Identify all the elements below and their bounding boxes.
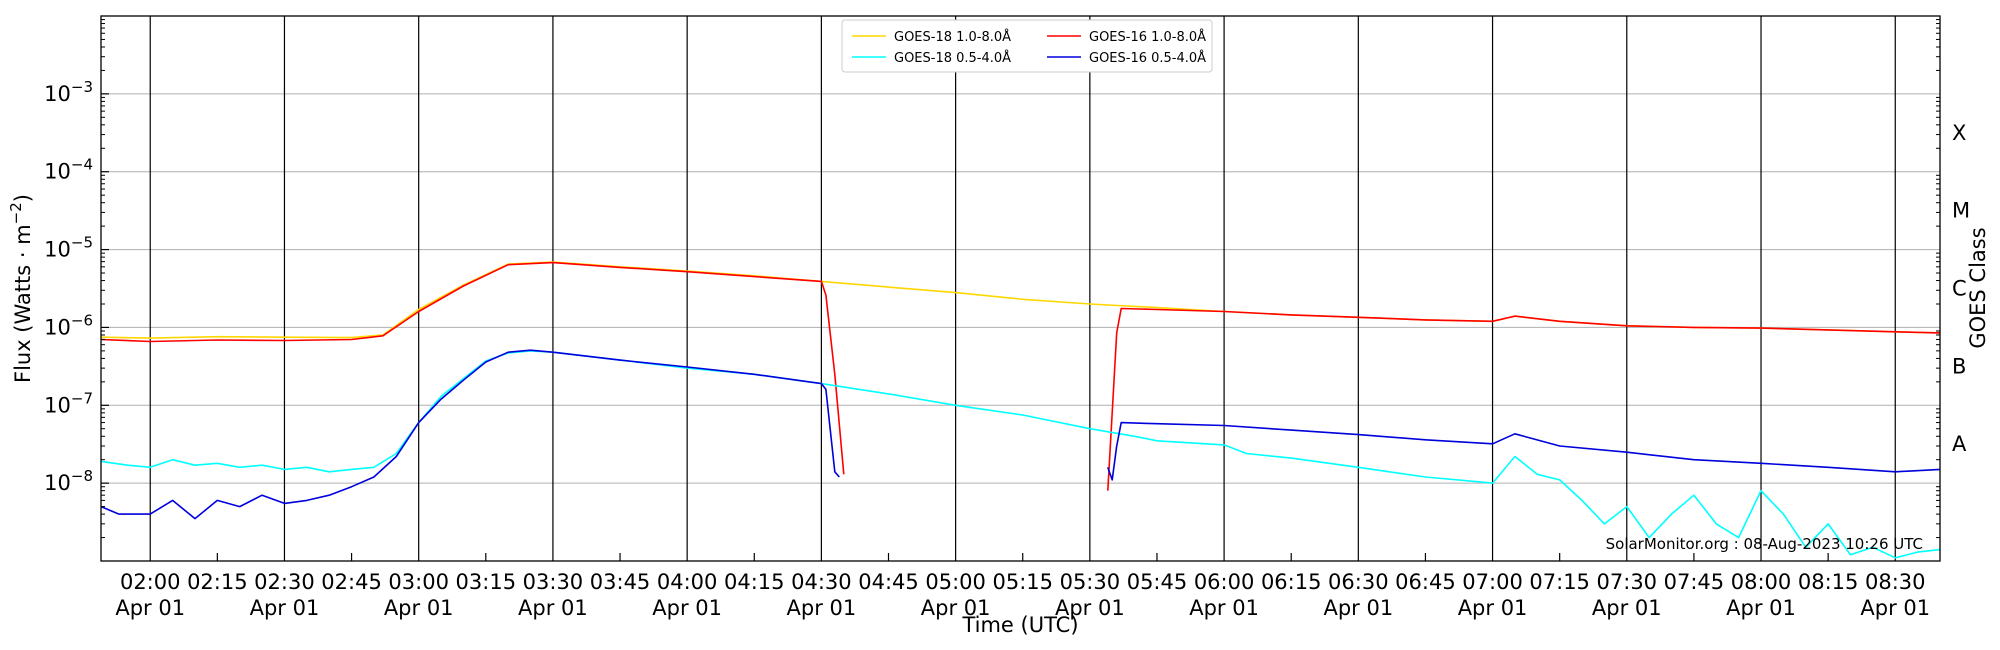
x-tick-label: 03:15 xyxy=(456,570,517,594)
x-tick-label: 06:00 xyxy=(1194,570,1255,594)
y-tick-base: 10 xyxy=(44,160,71,184)
tick-marks xyxy=(101,19,1940,561)
x-tick-label: 08:00 xyxy=(1731,570,1792,594)
legend: GOES-18 1.0-8.0Å GOES-18 0.5-4.0Å GOES-16 … xyxy=(841,19,1213,73)
y-tick-exponent: −3 xyxy=(71,78,93,96)
legend-label-2: GOES-18 0.5-4.0Å xyxy=(894,50,1011,66)
goes-class-A: A xyxy=(1952,432,1967,456)
plot-frame xyxy=(100,15,1941,562)
x-tick-label: 08:30 xyxy=(1865,570,1926,594)
x-tick-label: 07:15 xyxy=(1529,570,1590,594)
x-date-label: Apr 01 xyxy=(921,596,991,620)
goes-class-X: X xyxy=(1952,121,1966,145)
series-line-2 xyxy=(100,350,1941,559)
x-date-label: Apr 01 xyxy=(1458,596,1528,620)
y-tick-label: 10−7 xyxy=(44,389,93,417)
y-tick-exponent: −4 xyxy=(71,156,93,174)
x-tick-label: 06:45 xyxy=(1395,570,1456,594)
x-tick-label: 05:45 xyxy=(1127,570,1188,594)
y-axis-title: Flux (Watts · m−2) xyxy=(7,194,35,383)
goes-class-labels: A B C M X xyxy=(1952,121,1970,456)
series-line-3 xyxy=(100,349,1941,520)
y-tick-base: 10 xyxy=(44,238,71,262)
legend-label-0: GOES-18 1.0-8.0Å xyxy=(894,29,1011,45)
x-tick-label: 03:30 xyxy=(523,570,584,594)
x-date-label: Apr 01 xyxy=(1726,596,1796,620)
x-tick-label: 02:15 xyxy=(187,570,248,594)
y-tick-base: 10 xyxy=(44,315,71,339)
x-axis-title: Time (UTC) xyxy=(961,613,1078,637)
x-tick-label: 04:30 xyxy=(791,570,852,594)
x-tick-label: 08:15 xyxy=(1798,570,1859,594)
x-date-label: Apr 01 xyxy=(652,596,722,620)
series-line-1 xyxy=(100,261,1941,491)
x-date-label: Apr 01 xyxy=(115,596,185,620)
x-tick-label: 02:45 xyxy=(321,570,382,594)
x-tick-label: 05:15 xyxy=(992,570,1053,594)
y-tick-base: 10 xyxy=(44,82,71,106)
legend-label-1: GOES-16 1.0-8.0Å xyxy=(1089,29,1206,45)
x-tick-label: 04:15 xyxy=(724,570,785,594)
x-tick-label: 04:45 xyxy=(858,570,919,594)
legend-label-3: GOES-16 0.5-4.0Å xyxy=(1089,50,1206,66)
y-tick-exponent: −5 xyxy=(71,234,93,252)
x-date-label: Apr 01 xyxy=(1189,596,1259,620)
y-tick-base: 10 xyxy=(44,393,71,417)
x-date-label: Apr 01 xyxy=(518,596,588,620)
y-tick-labels: 10−810−710−610−510−410−3 xyxy=(44,78,93,495)
y-tick-exponent: −7 xyxy=(71,389,93,407)
x-tick-label: 04:00 xyxy=(657,570,718,594)
x-tick-label: 05:00 xyxy=(925,570,986,594)
x-tick-label: 07:45 xyxy=(1664,570,1725,594)
x-tick-label: 07:00 xyxy=(1462,570,1523,594)
goes-class-axis-title: GOES Class xyxy=(1966,227,1990,348)
y-tick-label: 10−3 xyxy=(44,78,93,106)
x-tick-label: 06:30 xyxy=(1328,570,1389,594)
x-date-label: Apr 01 xyxy=(1055,596,1125,620)
x-tick-label: 03:45 xyxy=(590,570,651,594)
legend-box xyxy=(841,19,1213,73)
x-date-label: Apr 01 xyxy=(1860,596,1930,620)
x-date-label: Apr 01 xyxy=(250,596,320,620)
series-layer xyxy=(100,261,1941,559)
goes-class-M: M xyxy=(1952,199,1970,223)
x-date-label: Apr 01 xyxy=(384,596,454,620)
x-tick-label: 02:00 xyxy=(120,570,181,594)
x-tick-label: 06:15 xyxy=(1261,570,1322,594)
x-tick-label: 02:30 xyxy=(254,570,315,594)
y-axis-title-close: ) xyxy=(11,194,35,202)
y-tick-label: 10−8 xyxy=(44,467,93,495)
y-tick-base: 10 xyxy=(44,471,71,495)
x-tick-label: 07:30 xyxy=(1597,570,1658,594)
goes-class-B: B xyxy=(1952,354,1966,378)
y-tick-exponent: −6 xyxy=(71,311,93,329)
x-date-label: Apr 01 xyxy=(1592,596,1662,620)
grid-lines xyxy=(101,16,1940,561)
goes-class-C: C xyxy=(1952,277,1967,301)
x-tick-label: 03:00 xyxy=(388,570,449,594)
y-axis-title-main: Flux (Watts · m xyxy=(11,224,35,383)
x-tick-label: 05:30 xyxy=(1060,570,1121,594)
credit-text: SolarMonitor.org : 08-Aug-2023 10:26 UTC xyxy=(1606,535,1923,553)
y-tick-label: 10−5 xyxy=(44,234,93,262)
y-axis-title-exponent: −2 xyxy=(7,202,25,224)
x-date-label: Apr 01 xyxy=(1323,596,1393,620)
y-tick-label: 10−4 xyxy=(44,156,93,184)
x-date-label: Apr 01 xyxy=(787,596,857,620)
y-tick-exponent: −8 xyxy=(71,467,93,485)
y-tick-label: 10−6 xyxy=(44,311,93,339)
